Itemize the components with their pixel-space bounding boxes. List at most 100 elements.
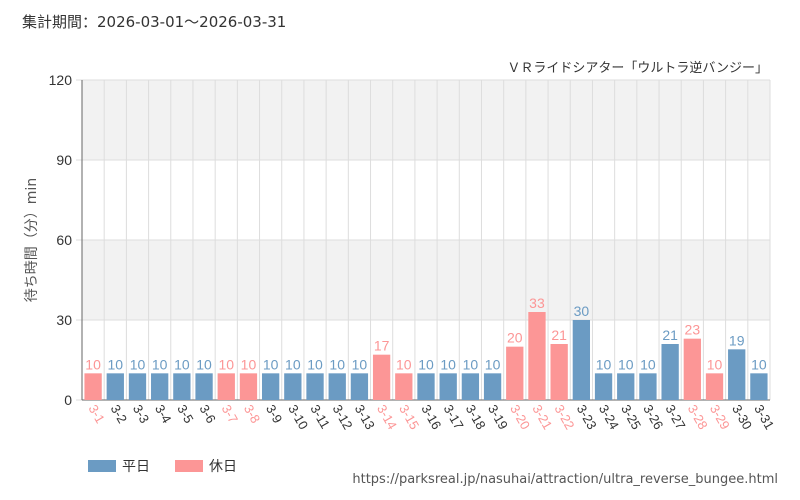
bar-3-9 <box>261 373 280 400</box>
plot-band <box>82 160 770 240</box>
y-tick-label: 0 <box>64 392 72 408</box>
data-label: 10 <box>152 356 168 372</box>
bar-3-7 <box>217 373 235 400</box>
bar-3-17 <box>439 373 457 400</box>
data-label: 30 <box>574 303 590 319</box>
data-label: 21 <box>662 327 678 343</box>
x-tick-label: 3-31 <box>751 402 777 432</box>
data-label: 10 <box>174 356 190 372</box>
bar-3-22 <box>550 344 568 400</box>
x-tick-label: 3-26 <box>640 402 666 432</box>
x-tick-label: 3-18 <box>463 402 489 432</box>
data-label: 10 <box>707 356 723 372</box>
legend-swatch-weekday <box>88 460 116 472</box>
bar-3-8 <box>239 373 258 400</box>
data-label: 10 <box>285 356 301 372</box>
y-axis-label: 待ち時間（分）min <box>24 178 40 302</box>
data-label: 10 <box>352 356 368 372</box>
legend-swatch-holiday <box>175 460 203 472</box>
bar-3-18 <box>461 373 480 400</box>
x-tick-label: 3-7 <box>219 402 241 426</box>
bar-3-20 <box>506 346 524 400</box>
bar-3-25 <box>617 373 635 400</box>
x-tick-label: 3-5 <box>174 402 196 426</box>
x-tick-label: 3-3 <box>130 402 152 426</box>
x-tick-label: 3-21 <box>529 402 555 432</box>
x-tick-label: 3-11 <box>307 402 333 431</box>
x-tick-label: 3-15 <box>396 402 422 432</box>
bar-3-16 <box>417 373 435 400</box>
data-label: 10 <box>485 356 501 372</box>
data-label: 10 <box>618 356 634 372</box>
bar-3-12 <box>328 373 346 400</box>
data-label: 10 <box>463 356 479 372</box>
data-label: 23 <box>685 322 701 338</box>
data-label: 10 <box>418 356 434 372</box>
y-tick-label: 90 <box>56 152 72 168</box>
x-tick-label: 3-30 <box>729 402 755 432</box>
x-tick-label: 3-8 <box>241 402 263 426</box>
x-tick-label: 3-12 <box>330 402 356 432</box>
data-label: 33 <box>529 295 545 311</box>
bar-3-21 <box>528 312 546 400</box>
data-label: 10 <box>263 356 279 372</box>
bar-3-28 <box>683 338 701 400</box>
y-tick-label: 60 <box>56 232 72 248</box>
x-tick-label: 3-4 <box>152 402 174 426</box>
legend-label-holiday: 休日 <box>209 459 237 475</box>
bar-3-15 <box>395 373 413 400</box>
bar-3-6 <box>195 373 213 400</box>
data-label: 10 <box>196 356 212 372</box>
x-tick-label: 3-17 <box>441 402 467 432</box>
bar-3-4 <box>151 373 169 400</box>
bar-3-26 <box>639 373 657 400</box>
bar-3-19 <box>483 373 502 400</box>
data-label: 19 <box>729 332 745 348</box>
bar-3-29 <box>705 373 724 400</box>
data-label: 10 <box>440 356 456 372</box>
bar-3-10 <box>284 373 302 400</box>
data-label: 10 <box>130 356 146 372</box>
x-tick-label: 3-29 <box>707 402 733 432</box>
x-tick-label: 3-9 <box>263 402 285 426</box>
data-label: 21 <box>551 327 567 343</box>
y-tick-label: 120 <box>49 72 73 88</box>
x-tick-label: 3-22 <box>552 402 578 432</box>
plot-band <box>82 80 770 160</box>
data-label: 20 <box>507 330 523 346</box>
data-label: 10 <box>85 356 101 372</box>
x-tick-label: 3-16 <box>418 402 444 432</box>
data-label: 10 <box>596 356 612 372</box>
x-tick-label: 3-19 <box>485 402 511 432</box>
x-tick-label: 3-6 <box>196 402 218 426</box>
x-tick-label: 3-2 <box>108 402 130 426</box>
legend-item-holiday: 休日 <box>175 456 237 476</box>
bar-3-31 <box>750 373 768 400</box>
legend-label-weekday: 平日 <box>122 459 150 475</box>
x-tick-label: 3-13 <box>352 402 378 432</box>
x-tick-label: 3-25 <box>618 402 644 432</box>
x-tick-label: 3-14 <box>374 402 400 432</box>
plot-band <box>82 240 770 320</box>
x-tick-label: 3-10 <box>285 402 311 432</box>
bar-3-27 <box>661 344 679 400</box>
x-tick-label: 3-23 <box>574 402 600 432</box>
bar-3-13 <box>350 373 369 400</box>
bar-3-24 <box>594 373 613 400</box>
data-label: 10 <box>307 356 323 372</box>
source-url[interactable]: https://parksreal.jp/nasuhai/attraction/… <box>352 472 778 487</box>
data-label: 10 <box>218 356 234 372</box>
bar-3-5 <box>173 373 191 400</box>
data-label: 10 <box>640 356 656 372</box>
x-tick-label: 3-27 <box>663 402 689 432</box>
bar-3-23 <box>572 320 591 400</box>
data-label: 10 <box>329 356 345 372</box>
bar-3-14 <box>372 354 391 400</box>
period-label: 集計期間：2026-03-01～2026-03-31 <box>22 13 287 31</box>
bar-3-11 <box>306 373 324 400</box>
data-label: 10 <box>108 356 124 372</box>
y-tick-label: 30 <box>56 312 72 328</box>
bar-3-3 <box>128 373 147 400</box>
x-tick-label: 3-28 <box>685 402 711 432</box>
